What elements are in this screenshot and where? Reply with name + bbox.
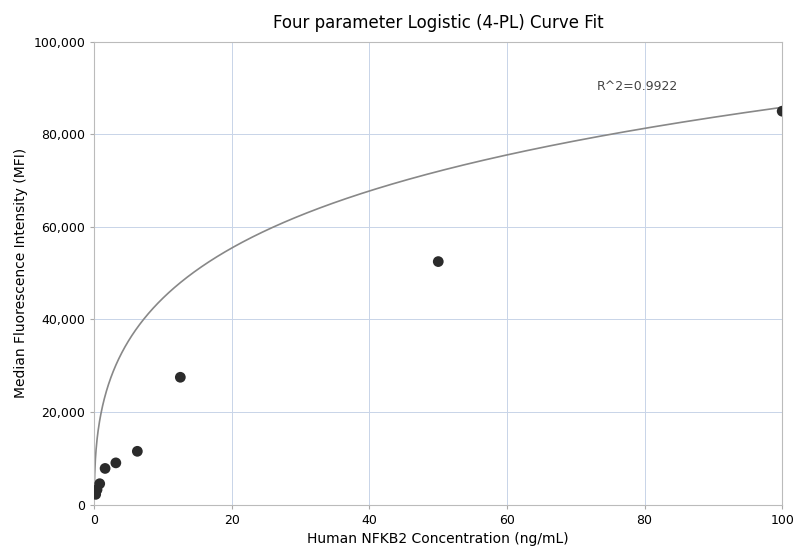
X-axis label: Human NFKB2 Concentration (ng/mL): Human NFKB2 Concentration (ng/mL) [308,532,569,546]
Point [90,485,103,494]
Point [776,107,789,116]
Point [109,459,122,468]
Title: Four parameter Logistic (4-PL) Curve Fit: Four parameter Logistic (4-PL) Curve Fit [273,14,604,32]
Point [89,490,102,499]
Text: R^2=0.9922: R^2=0.9922 [596,81,678,94]
Point [131,447,144,456]
Point [99,464,112,473]
Point [93,479,106,488]
Point [174,373,187,382]
Y-axis label: Median Fluorescence Intensity (MFI): Median Fluorescence Intensity (MFI) [14,148,28,398]
Point [431,257,444,266]
